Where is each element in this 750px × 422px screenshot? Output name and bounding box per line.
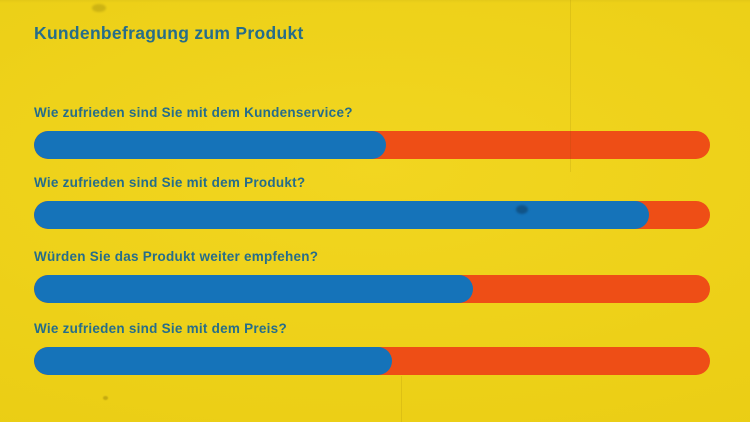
progress-bar-track (34, 131, 710, 159)
paper-smudge (92, 4, 106, 12)
progress-bar-track (34, 201, 710, 229)
survey-item-weiterempfehlung: Würden Sie das Produkt weiter empfehen? (34, 248, 710, 303)
survey-question: Wie zufrieden sind Sie mit dem Kundenser… (34, 105, 353, 120)
progress-bar-fill (34, 131, 386, 159)
progress-bar-track (34, 347, 710, 375)
survey-item-preis: Wie zufrieden sind Sie mit dem Preis? (34, 320, 710, 375)
progress-bar-fill (34, 347, 393, 375)
survey-question: Wie zufrieden sind Sie mit dem Preis? (34, 321, 287, 336)
survey-question: Wie zufrieden sind Sie mit dem Produkt? (34, 175, 306, 190)
survey-item-kundenservice: Wie zufrieden sind Sie mit dem Kundenser… (34, 104, 710, 159)
progress-bar-fill (34, 275, 474, 303)
paper-crease (401, 376, 402, 422)
progress-bar-track (34, 275, 710, 303)
paper-smudge (103, 396, 108, 400)
page-title: Kundenbefragung zum Produkt (34, 23, 304, 43)
survey-question: Würden Sie das Produkt weiter empfehen? (34, 249, 319, 264)
progress-bar-fill (34, 201, 650, 229)
survey-item-produkt: Wie zufrieden sind Sie mit dem Produkt? (34, 174, 710, 229)
